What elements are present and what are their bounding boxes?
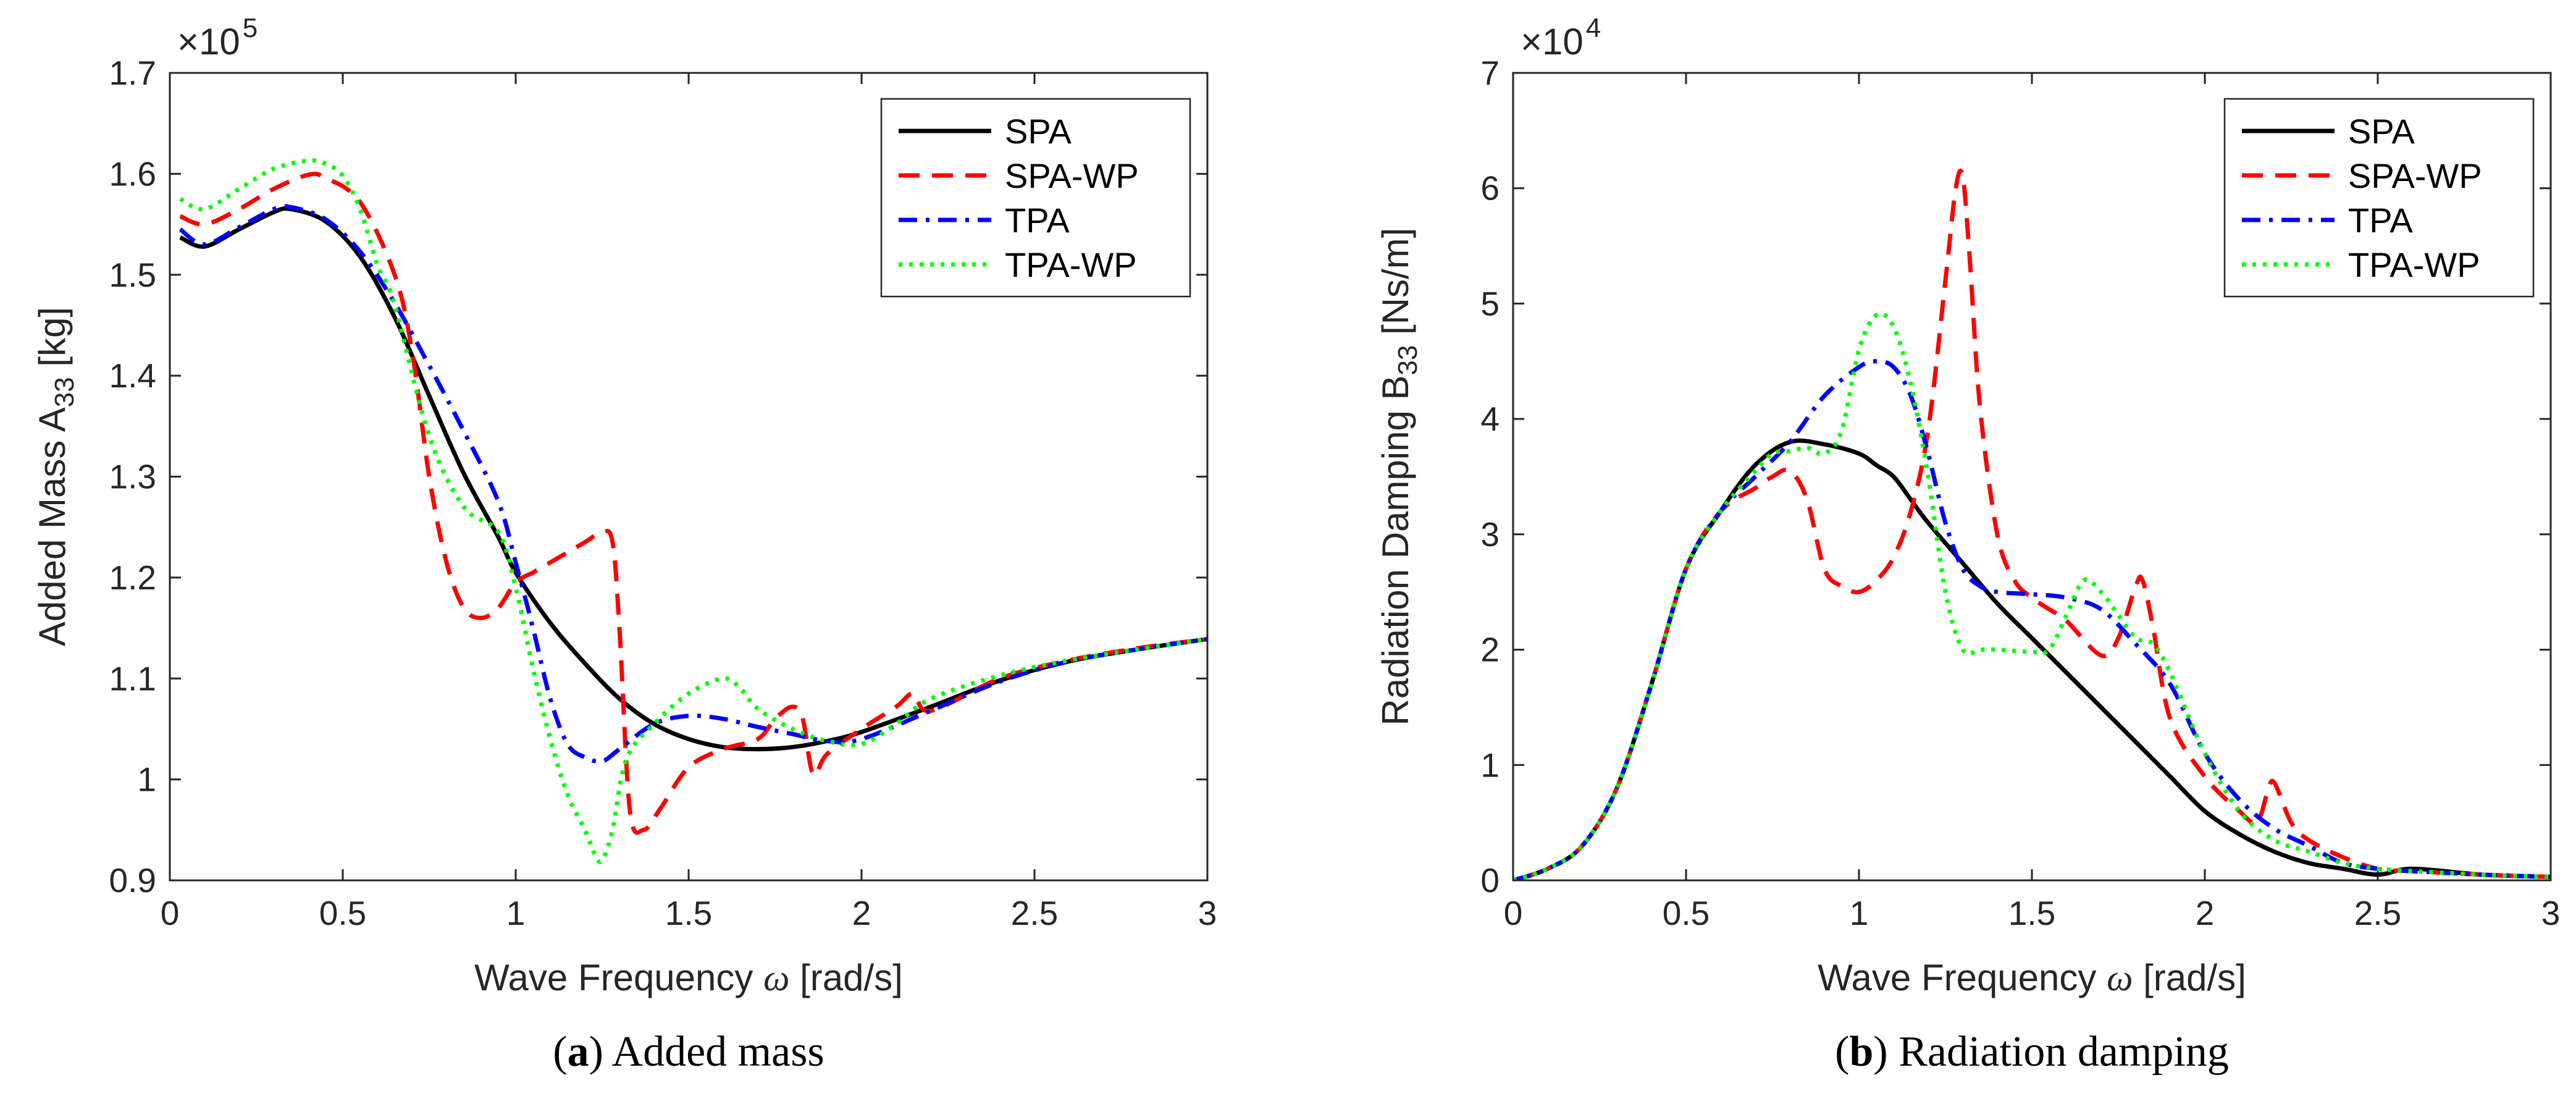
legend-label-tpa: TPA	[1005, 201, 1070, 240]
y-multiplier-exponent: 4	[1586, 13, 1601, 43]
caption-letter: b	[1849, 1028, 1873, 1076]
panel-caption: (a) Added mass	[553, 1028, 824, 1076]
legend-label-tpa-wp: TPA-WP	[1005, 245, 1137, 284]
y-tick-label: 1	[1480, 746, 1500, 784]
y-axis-label-subscript: 33	[49, 377, 80, 407]
y-tick-label: 1.3	[109, 458, 156, 496]
series-line-spa-wp	[1513, 168, 2551, 880]
x-tick-label: 0.5	[319, 894, 366, 932]
y-multiplier-exponent: 5	[243, 13, 258, 43]
x-tick-label: 2.5	[1011, 894, 1058, 932]
y-tick-label: 1.2	[109, 558, 156, 597]
legend: SPA SPA-WP TPA TPA-WP	[2223, 98, 2535, 298]
legend: SPA SPA-WP TPA TPA-WP	[880, 98, 1191, 298]
y-axis-label-text: Radiation Damping B	[1375, 375, 1416, 725]
x-axis-label-text: Wave Frequency	[474, 957, 763, 998]
caption-paren-close: )	[589, 1028, 603, 1076]
x-tick-label: 0.5	[1663, 894, 1710, 932]
series-line-spa	[1513, 438, 2551, 880]
y-axis-ticks: 0.9 1 1.1 1.2 1.3 1.4 1.5 1.6 1.7	[109, 54, 1207, 900]
y-tick-label: 1.1	[109, 659, 156, 697]
y-axis-label: Added Mass A33 [kg]	[31, 307, 80, 646]
caption-paren-close: )	[1873, 1028, 1887, 1076]
x-axis-label-unit: [rad/s]	[789, 957, 902, 998]
y-tick-label: 6	[1480, 169, 1500, 208]
x-axis-ticks: 0 0.5 1 1.5 2 2.5 3	[1504, 73, 2561, 932]
y-tick-label: 5	[1480, 284, 1500, 322]
x-tick-label: 1	[506, 894, 526, 932]
legend-label-tpa: TPA	[2348, 201, 2413, 240]
y-tick-label: 1.7	[109, 54, 156, 92]
y-axis-label-subscript: 33	[1393, 345, 1423, 376]
x-tick-label: 0	[1504, 894, 1523, 932]
series-lines	[178, 158, 1207, 864]
y-multiplier: ×10 4	[1521, 13, 1601, 62]
legend-label-spa-wp: SPA-WP	[2348, 156, 2482, 195]
y-multiplier-base: ×10	[1521, 21, 1584, 62]
x-axis-label-unit: [rad/s]	[2133, 957, 2246, 998]
panel-added-mass: 0.911.11.21.31.41.51.61.7 0 0.5 1 1.5 2 2.5 3 …	[31, 13, 1217, 1076]
y-tick-label: 1	[137, 761, 156, 799]
y-tick-label: 1.5	[109, 256, 156, 294]
y-tick-label: 2	[1480, 631, 1500, 669]
y-tick-label: 1.4	[109, 356, 156, 395]
series-line-spa-wp	[179, 171, 1207, 835]
y-axis-label-text: Added Mass A	[31, 407, 73, 646]
y-multiplier: ×10 5	[177, 13, 258, 62]
y-tick-label: 1.6	[109, 154, 156, 193]
x-axis-label-symbol: ω	[763, 958, 789, 998]
x-tick-label: 0	[161, 894, 180, 932]
y-axis-ticks: 0 1 2 3 4 5 6 7	[1480, 54, 2551, 900]
y-multiplier-base: ×10	[177, 21, 240, 62]
y-axis-label-unit: [kg]	[31, 307, 73, 377]
x-tick-label: 3	[1198, 894, 1217, 932]
x-tick-label: 3	[2541, 894, 2561, 932]
y-tick-label: 0.9	[109, 861, 156, 900]
panel-caption: (b) Radiation damping	[1835, 1028, 2229, 1076]
x-tick-label: 2	[2196, 894, 2215, 932]
x-tick-label: 1	[1850, 894, 1869, 932]
x-axis-label: Wave Frequency ω [rad/s]	[1818, 957, 2246, 998]
caption-paren-open: (	[553, 1028, 567, 1076]
legend-label-spa: SPA	[2348, 112, 2415, 151]
legend-label-spa-wp: SPA-WP	[1005, 156, 1139, 195]
legend-label-tpa-wp: TPA-WP	[2348, 245, 2480, 284]
caption-paren-open: (	[1835, 1028, 1849, 1076]
x-tick-label: 2	[852, 894, 871, 932]
y-axis-label: Radiation Damping B33 [Ns/m]	[1375, 228, 1423, 726]
caption-text: Added mass	[603, 1028, 824, 1076]
series-line-tpa-wp	[1513, 311, 2551, 880]
y-tick-label: 3	[1480, 515, 1500, 554]
axes-frame	[169, 72, 1209, 882]
x-tick-label: 2.5	[2354, 894, 2401, 932]
series-line-tpa	[1513, 359, 2551, 880]
panel-radiation-damping: 0 1 2 3 4 5 6 7 0 0.5 1 1.5 2 2.5 3 ×10 4 Wave Freque…	[1375, 13, 2560, 1076]
x-tick-label: 1.5	[2008, 894, 2055, 932]
caption-letter: a	[568, 1028, 589, 1076]
legend-label-spa: SPA	[1005, 112, 1072, 151]
y-axis-label-unit: [Ns/m]	[1375, 228, 1416, 345]
series-lines	[1513, 168, 2551, 880]
x-axis-label-text: Wave Frequency	[1818, 957, 2107, 998]
x-axis-label: Wave Frequency ω [rad/s]	[474, 957, 903, 998]
y-tick-label: 4	[1480, 400, 1500, 438]
y-tick-label: 0	[1480, 861, 1500, 900]
x-axis-label-symbol: ω	[2107, 958, 2133, 998]
y-tick-label: 7	[1480, 54, 1500, 92]
x-axis-ticks: 0 0.5 1 1.5 2 2.5 3	[161, 73, 1217, 932]
axes-frame	[1512, 72, 2552, 882]
caption-text: Radiation damping	[1888, 1028, 2229, 1076]
x-tick-label: 1.5	[665, 894, 712, 932]
